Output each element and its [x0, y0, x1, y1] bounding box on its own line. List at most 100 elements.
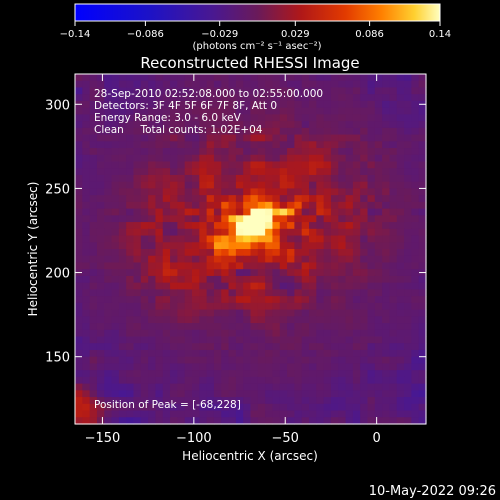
heatmap-cell	[148, 383, 157, 391]
heatmap-cell	[213, 289, 222, 297]
heatmap-cell	[411, 80, 420, 89]
heatmap-cell	[301, 249, 310, 257]
heatmap-cell	[126, 174, 135, 183]
heatmap-cell	[389, 208, 398, 216]
heatmap-image	[75, 74, 427, 425]
heatmap-cell	[162, 343, 171, 351]
heatmap-cell	[404, 296, 412, 304]
heatmap-cell	[389, 302, 398, 311]
heatmap-cell	[89, 188, 98, 196]
heatmap-cell	[257, 417, 266, 425]
heatmap-cell	[96, 363, 105, 371]
heatmap-cell	[382, 363, 391, 371]
heatmap-cell	[148, 174, 157, 183]
heatmap-cell	[104, 336, 113, 344]
heatmap-cell	[177, 296, 186, 304]
heatmap-cell	[206, 121, 215, 129]
heatmap-cell	[257, 296, 266, 304]
heatmap-cell	[345, 296, 354, 304]
heatmap-cell	[118, 255, 127, 264]
heatmap-cell	[352, 235, 361, 243]
heatmap-cell	[243, 235, 252, 243]
heatmap-cell	[360, 87, 369, 95]
heatmap-cell	[213, 417, 222, 425]
heatmap-cell	[133, 349, 142, 358]
heatmap-cell	[118, 383, 127, 391]
heatmap-cell	[96, 336, 105, 344]
heatmap-cell	[330, 168, 339, 176]
heatmap-cell	[257, 228, 266, 237]
heatmap-cell	[162, 141, 171, 149]
heatmap-cell	[162, 80, 171, 89]
heatmap-cell	[140, 208, 149, 216]
heatmap-cell	[206, 329, 215, 338]
heatmap-cell	[133, 309, 142, 317]
heatmap-cell	[316, 282, 325, 290]
heatmap-cell	[294, 80, 303, 89]
heatmap-cell	[287, 410, 295, 418]
heatmap-cell	[272, 302, 281, 311]
heatmap-cell	[82, 195, 91, 203]
heatmap-cell	[118, 363, 127, 371]
heatmap-cell	[411, 370, 420, 378]
heatmap-cell	[352, 154, 361, 163]
heatmap-cell	[235, 336, 244, 344]
heatmap-cell	[192, 161, 200, 169]
heatmap-cell	[396, 249, 405, 257]
heatmap-cell	[75, 235, 83, 243]
heatmap-cell	[382, 255, 391, 264]
heatmap-cell	[170, 215, 178, 223]
heatmap-cell	[250, 154, 259, 163]
heatmap-cell	[382, 87, 391, 95]
heatmap-cell	[396, 222, 405, 230]
heatmap-cell	[75, 74, 83, 82]
heatmap-cell	[96, 349, 105, 358]
heatmap-cell	[338, 275, 347, 284]
heatmap-cell	[272, 309, 281, 317]
heatmap-cell	[352, 309, 361, 317]
heatmap-cell	[82, 174, 91, 183]
heatmap-cell	[404, 201, 412, 210]
heatmap-cell	[279, 282, 288, 290]
heatmap-cell	[206, 134, 215, 142]
heatmap-cell	[228, 309, 237, 317]
heatmap-cell	[418, 302, 427, 311]
heatmap-cell	[148, 121, 157, 129]
heatmap-cell	[360, 114, 369, 122]
heatmap-cell	[374, 403, 383, 412]
heatmap-cell	[396, 127, 405, 136]
heatmap-cell	[330, 403, 339, 412]
heatmap-cell	[199, 141, 208, 149]
heatmap-cell	[206, 397, 215, 405]
heatmap-cell	[396, 302, 405, 311]
heatmap-cell	[170, 296, 178, 304]
heatmap-cell	[418, 370, 427, 378]
heatmap-cell	[279, 390, 288, 398]
heatmap-cell	[213, 195, 222, 203]
heatmap-cell	[396, 107, 405, 115]
heatmap-cell	[243, 370, 252, 378]
heatmap-cell	[170, 74, 178, 82]
heatmap-cell	[118, 282, 127, 290]
heatmap-cell	[199, 174, 208, 183]
heatmap-cell	[177, 289, 186, 297]
heatmap-cell	[170, 235, 178, 243]
heatmap-cell	[170, 282, 178, 290]
heatmap-cell	[301, 235, 310, 243]
heatmap-cell	[279, 228, 288, 237]
heatmap-cell	[418, 329, 427, 338]
heatmap-cell	[316, 356, 325, 365]
heatmap-cell	[96, 134, 105, 142]
heatmap-cell	[345, 282, 354, 290]
heatmap-cell	[228, 349, 237, 358]
heatmap-cell	[382, 302, 391, 311]
heatmap-cell	[162, 148, 171, 156]
heatmap-cell	[360, 410, 369, 418]
heatmap-cell	[287, 100, 295, 109]
heatmap-cell	[338, 376, 347, 385]
heatmap-cell	[111, 302, 120, 311]
heatmap-cell	[162, 349, 171, 358]
heatmap-cell	[382, 188, 391, 196]
heatmap-cell	[338, 121, 347, 129]
